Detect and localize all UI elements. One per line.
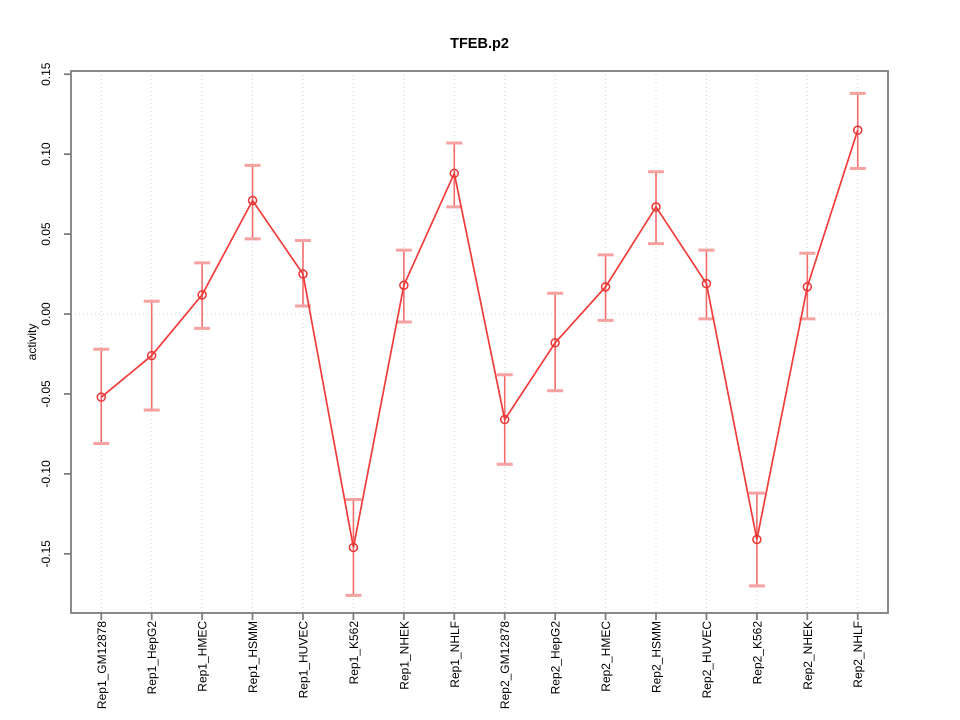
data-point — [146, 350, 157, 361]
data-point — [550, 338, 560, 348]
x-axis-tick-label: Rep1_HSMM — [246, 621, 260, 693]
y-axis-label: activity — [25, 324, 39, 361]
x-axis-tick-label: Rep1_NHEK — [397, 621, 411, 690]
plot-box — [70, 70, 889, 614]
y-axis-tick-label: -0.10 — [39, 460, 53, 488]
x-axis-tick-label: Rep1_K562 — [347, 621, 361, 685]
data-point — [247, 195, 258, 206]
x-axis-tick-label: Rep1_HMEC — [196, 621, 210, 692]
data-point — [802, 282, 813, 292]
x-axis-tick-label: Rep1_HUVEC — [296, 621, 310, 699]
x-axis-tick-label: Rep2_K562 — [750, 621, 764, 685]
data-point — [197, 290, 207, 300]
data-point — [752, 534, 762, 545]
data-point — [96, 392, 107, 402]
series-line — [100, 129, 859, 548]
y-axis-tick-label: -0.05 — [39, 380, 53, 408]
x-axis-tick-label: Rep2_NHEK — [801, 621, 815, 690]
y-axis-tick-label: -0.15 — [39, 540, 53, 568]
y-axis-tick-label: 0.10 — [39, 142, 53, 166]
y-axis-tick-label: 0.15 — [39, 62, 53, 86]
x-axis-tick-label: Rep2_HepG2 — [549, 621, 563, 695]
x-axis-tick-label: Rep2_HMEC — [599, 621, 613, 692]
x-axis-tick-label: Rep2_HUVEC — [700, 621, 714, 699]
data-point — [298, 269, 308, 279]
data-point — [399, 280, 409, 290]
chart-title: TFEB.p2 — [450, 36, 509, 52]
x-axis-tick-label: Rep2_HSMM — [650, 621, 664, 693]
x-axis-tick-label: Rep2_GM12878 — [498, 621, 512, 709]
data-point — [499, 414, 510, 425]
data-point — [651, 202, 661, 212]
data-point — [600, 282, 611, 292]
data-point — [348, 542, 359, 553]
data-point — [449, 168, 460, 179]
x-axis-tick-label: Rep1_HepG2 — [145, 621, 159, 695]
data-point — [852, 125, 863, 135]
y-axis-tick-label: 0.05 — [39, 222, 53, 246]
x-axis-tick-label: Rep1_GM12878 — [95, 621, 109, 709]
data-point — [701, 278, 712, 289]
x-axis-tick-label: Rep1_NHLF — [448, 621, 462, 688]
x-axis-tick-label: Rep2_NHLF — [851, 621, 865, 688]
y-axis-tick-label: 0.00 — [39, 302, 53, 326]
